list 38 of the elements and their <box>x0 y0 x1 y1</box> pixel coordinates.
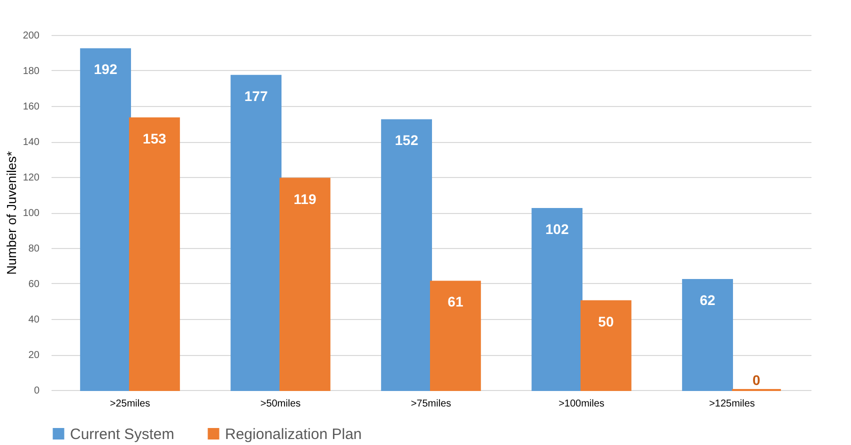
y-tick-label: 100 <box>22 208 40 219</box>
bar <box>280 178 330 391</box>
data-label: 177 <box>244 88 268 104</box>
y-tick-label: 120 <box>22 172 40 184</box>
bar <box>129 117 180 391</box>
x-tick-label: >125miles <box>709 398 755 410</box>
data-label: 152 <box>394 132 418 148</box>
x-tick-label: >50miles <box>260 398 301 410</box>
bar <box>580 300 632 391</box>
x-tick-label: >25miles <box>110 398 150 410</box>
y-tick-label: 60 <box>28 279 40 290</box>
bar <box>381 119 432 391</box>
bar <box>80 48 132 391</box>
y-tick-label: 20 <box>28 350 40 361</box>
y-tick-label: 160 <box>22 102 40 112</box>
y-tick-label: 200 <box>22 30 40 42</box>
bar <box>682 278 733 391</box>
data-label: 102 <box>545 220 569 237</box>
y-tick-label: 0 <box>34 386 40 396</box>
data-label: 153 <box>142 130 166 146</box>
x-tick-label: >100miles <box>558 398 604 410</box>
bar <box>532 208 582 391</box>
data-label: 0 <box>752 372 761 388</box>
legend-label: Current System <box>70 426 174 443</box>
data-label: 50 <box>598 313 614 330</box>
bar <box>430 280 481 391</box>
y-axis-title: Number of Juveniles* <box>4 151 19 275</box>
data-label: 119 <box>294 190 316 207</box>
y-tick-label: 80 <box>28 244 40 254</box>
legend-label: Regionalization Plan <box>225 426 362 443</box>
data-label: 62 <box>700 292 716 308</box>
y-tick-label: 180 <box>22 66 40 77</box>
y-tick-label: 40 <box>28 314 40 326</box>
y-tick-label: 140 <box>22 137 40 148</box>
data-label: 192 <box>94 61 118 78</box>
x-tick-label: >75miles <box>410 398 452 410</box>
data-label: 61 <box>448 294 464 310</box>
bar <box>230 74 282 391</box>
